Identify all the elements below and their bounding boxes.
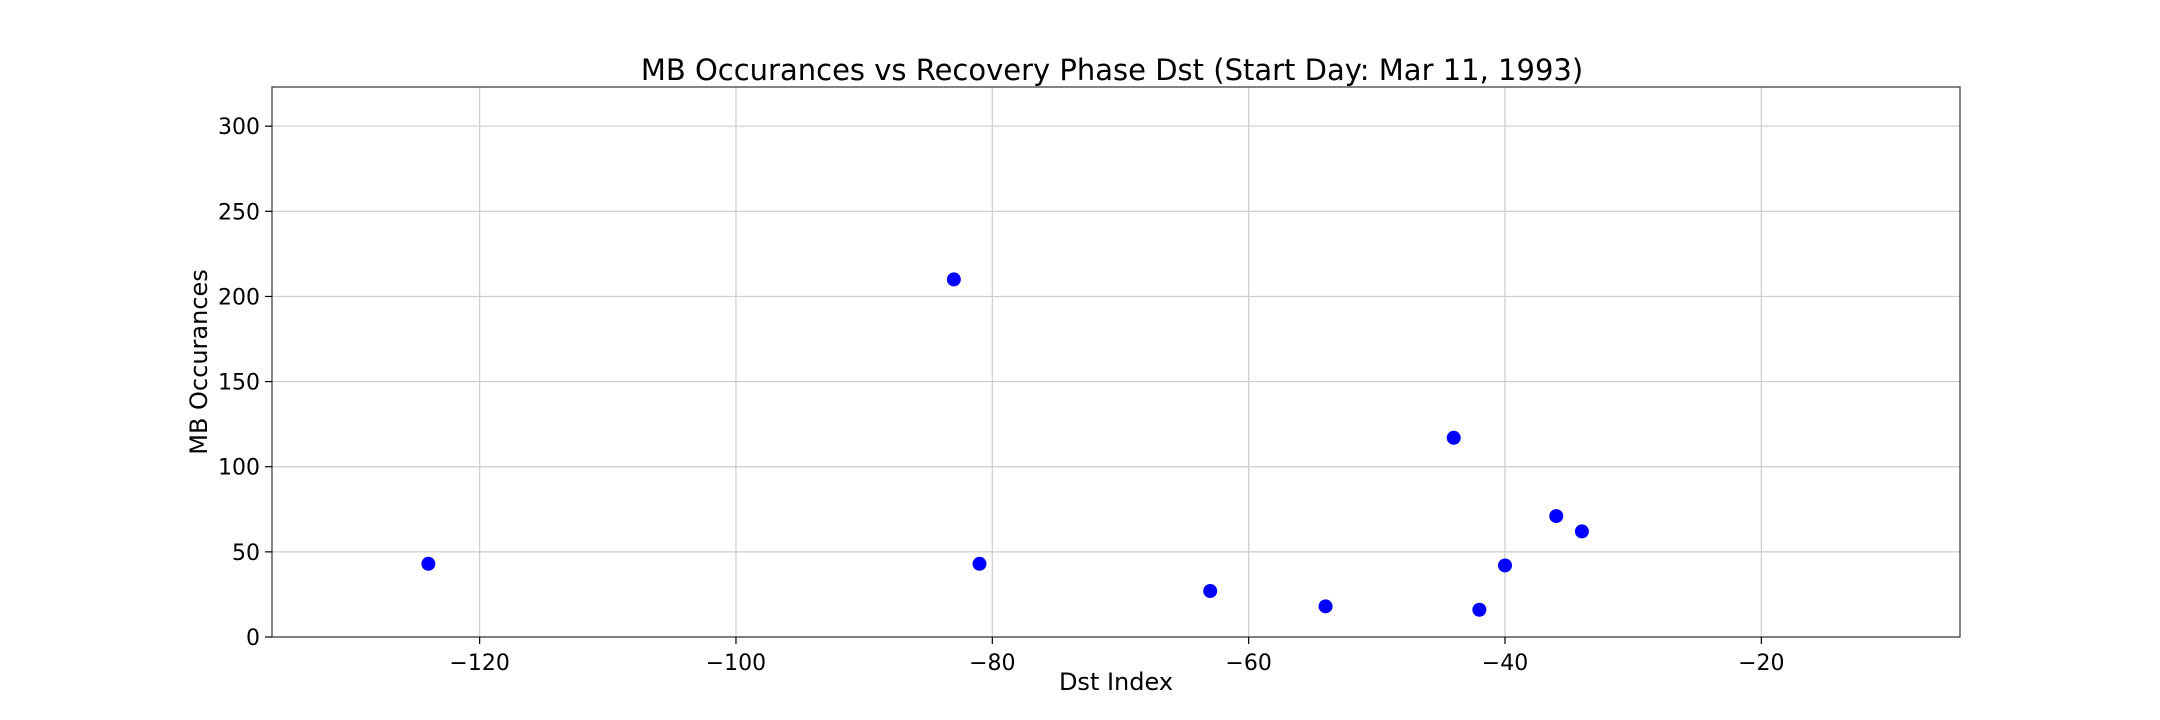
x-tick-label: −80 bbox=[969, 651, 1015, 676]
y-tick-label: 250 bbox=[218, 200, 260, 225]
data-point-6 bbox=[1472, 602, 1487, 617]
y-tick-label: 200 bbox=[218, 285, 260, 310]
x-tick-label: −120 bbox=[449, 651, 509, 676]
chart-title: MB Occurances vs Recovery Phase Dst (Sta… bbox=[641, 53, 1583, 87]
data-point-5 bbox=[1446, 430, 1461, 445]
grid-lines bbox=[272, 87, 1960, 638]
data-point-3 bbox=[1203, 584, 1218, 599]
data-point-7 bbox=[1497, 558, 1512, 573]
data-point-1 bbox=[946, 272, 961, 287]
data-point-2 bbox=[972, 556, 987, 571]
y-tick-label: 0 bbox=[246, 626, 260, 651]
y-axis-label: MB Occurances bbox=[185, 269, 213, 455]
data-point-8 bbox=[1549, 509, 1564, 524]
y-tick-label: 50 bbox=[232, 541, 260, 566]
axis-ticks: −120 −100 −80 −60 −40 −20 0 50 100 150 200 250 300 bbox=[218, 115, 1785, 676]
x-axis-label: Dst Index bbox=[1059, 668, 1173, 696]
y-tick-label: 100 bbox=[218, 456, 260, 481]
y-tick-label: 150 bbox=[218, 371, 260, 396]
x-tick-label: −20 bbox=[1738, 651, 1784, 676]
x-tick-label: −100 bbox=[706, 651, 766, 676]
data-point-9 bbox=[1574, 524, 1589, 539]
plot-area-frame bbox=[271, 86, 1961, 638]
data-points bbox=[421, 272, 1589, 617]
data-point-4 bbox=[1318, 599, 1333, 614]
x-tick-label: −40 bbox=[1482, 651, 1528, 676]
x-tick-label: −60 bbox=[1225, 651, 1271, 676]
y-tick-label: 300 bbox=[218, 115, 260, 140]
data-point-0 bbox=[421, 556, 436, 571]
